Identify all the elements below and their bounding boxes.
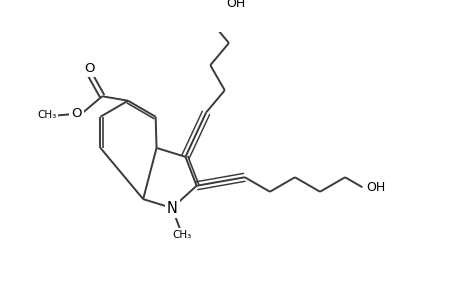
Text: CH₃: CH₃ <box>37 110 56 120</box>
Text: N: N <box>166 200 177 215</box>
Text: CH₃: CH₃ <box>173 230 191 240</box>
Text: O: O <box>84 62 95 75</box>
Text: OH: OH <box>225 0 245 10</box>
Text: O: O <box>72 107 82 120</box>
Text: OH: OH <box>365 181 385 194</box>
